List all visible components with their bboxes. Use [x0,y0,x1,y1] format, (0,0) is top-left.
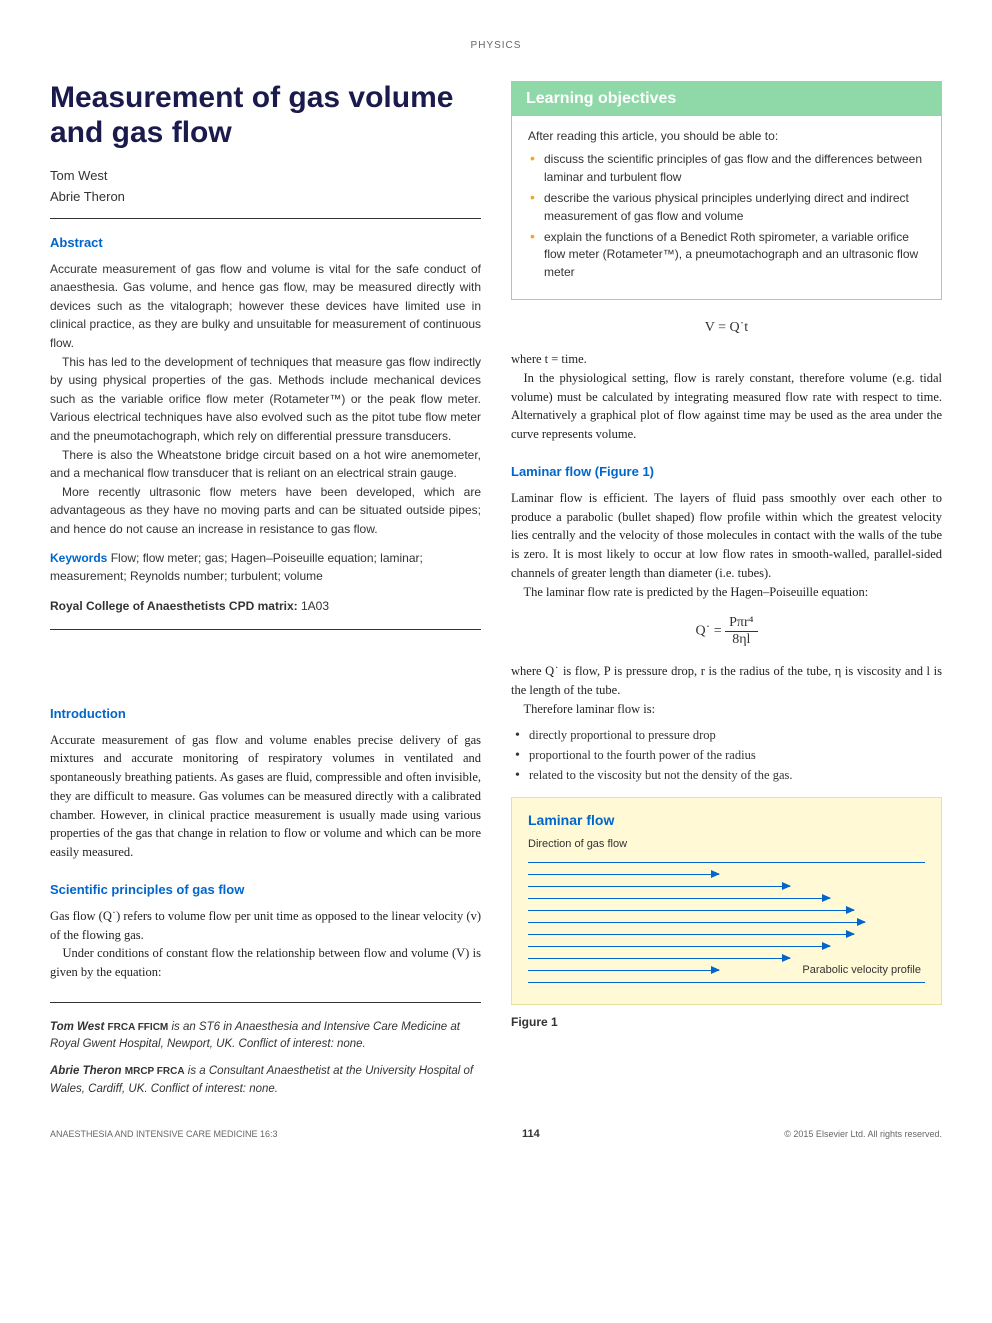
author-name: Abrie Theron [50,187,481,208]
principles-para: Under conditions of constant flow the re… [50,944,481,982]
footer-journal: ANAESTHESIA AND INTENSIVE CARE MEDICINE … [50,1129,278,1139]
laminar-heading: Laminar flow (Figure 1) [511,464,942,479]
eq-denominator: 8ηl [725,632,757,648]
learning-list: discuss the scientific principles of gas… [528,151,925,281]
author-bio: Tom West FRCA FFICM is an ST6 in Anaesth… [50,1019,481,1054]
learning-item: describe the various physical principles… [528,190,925,225]
laminar-body: Laminar flow is efficient. The layers of… [511,489,942,602]
divider [50,218,481,219]
figure-caption: Figure 1 [511,1015,942,1029]
laminar-flow-diagram: Parabolic velocity profile [528,856,925,986]
cpd-label: Royal College of Anaesthetists CPD matri… [50,599,298,613]
hagen-poiseuille-equation: Q˙ = Pπr⁴ 8ηl [511,615,942,648]
intro-para: Accurate measurement of gas flow and vol… [50,731,481,862]
keywords-label: Keywords [50,551,107,565]
where-line: where t = time. [511,350,942,369]
page-footer: ANAESTHESIA AND INTENSIVE CARE MEDICINE … [50,1128,942,1140]
cpd-matrix: Royal College of Anaesthetists CPD matri… [50,599,481,613]
laminar-where: where Q˙ is flow, P is pressure drop, r … [511,662,942,718]
right-column: Learning objectives After reading this a… [511,81,942,1098]
principles-heading: Scientific principles of gas flow [50,882,481,897]
profile-label: Parabolic velocity profile [802,963,921,977]
abstract-para: More recently ultrasonic flow meters hav… [50,483,481,539]
bio-name: Abrie Theron [50,1065,122,1077]
learning-item: discuss the scientific principles of gas… [528,151,925,186]
principles-para: Gas flow (Q˙) refers to volume flow per … [50,907,481,945]
eq-fraction: Pπr⁴ 8ηl [725,615,757,648]
eq-numerator: Pπr⁴ [725,615,757,632]
bio-credentials: FRCA FFICM [108,1022,169,1033]
author-bio: Abrie Theron MRCP FRCA is a Consultant A… [50,1063,481,1098]
learning-header: Learning objectives [512,82,941,116]
list-item: directly proportional to pressure drop [511,725,942,745]
therefore-para: Therefore laminar flow is: [511,700,942,719]
where-t-text: where t = time. In the physiological set… [511,350,942,444]
article-title: Measurement of gas volume and gas flow [50,81,481,150]
where-para: where Q˙ is flow, P is pressure drop, r … [511,662,942,700]
divider [50,1002,481,1003]
equation-v-qt: V = Q˙t [511,320,942,336]
author-name: Tom West [50,166,481,187]
author-list: Tom West Abrie Theron [50,166,481,208]
left-column: Measurement of gas volume and gas flow T… [50,81,481,1098]
list-item: proportional to the fourth power of the … [511,745,942,765]
introduction-heading: Introduction [50,706,481,721]
footer-page-number: 114 [522,1128,540,1140]
abstract-para: Accurate measurement of gas flow and vol… [50,260,481,353]
abstract-para: There is also the Wheatstone bridge circ… [50,446,481,483]
cpd-code: 1A03 [301,599,329,613]
keywords-line: Keywords Flow; flow meter; gas; Hagen–Po… [50,549,481,585]
divider [50,629,481,630]
list-item: related to the viscosity but not the den… [511,765,942,785]
figure-title: Laminar flow [528,812,925,828]
learning-item: explain the functions of a Benedict Roth… [528,229,925,281]
laminar-bullet-list: directly proportional to pressure drop p… [511,725,942,785]
abstract-body: Accurate measurement of gas flow and vol… [50,260,481,539]
two-column-layout: Measurement of gas volume and gas flow T… [50,81,942,1098]
flow-direction-label: Direction of gas flow [528,838,925,850]
introduction-body: Accurate measurement of gas flow and vol… [50,731,481,862]
learning-body: After reading this article, you should b… [512,116,941,299]
principles-body: Gas flow (Q˙) refers to volume flow per … [50,907,481,982]
physio-para: In the physiological setting, flow is ra… [511,369,942,444]
figure-1-box: Laminar flow Direction of gas flow Parab… [511,797,942,1005]
category-header: PHYSICS [50,40,942,51]
bio-credentials: MRCP FRCA [125,1066,185,1077]
laminar-para: Laminar flow is efficient. The layers of… [511,489,942,583]
learning-objectives-box: Learning objectives After reading this a… [511,81,942,300]
learning-intro: After reading this article, you should b… [528,128,925,145]
eq-lhs: Q˙ = [695,624,721,639]
spacer [50,646,481,686]
bio-name: Tom West [50,1021,104,1033]
abstract-para: This has led to the development of techn… [50,353,481,446]
abstract-heading: Abstract [50,235,481,250]
footer-copyright: © 2015 Elsevier Ltd. All rights reserved… [784,1129,942,1139]
laminar-para: The laminar flow rate is predicted by th… [511,583,942,602]
